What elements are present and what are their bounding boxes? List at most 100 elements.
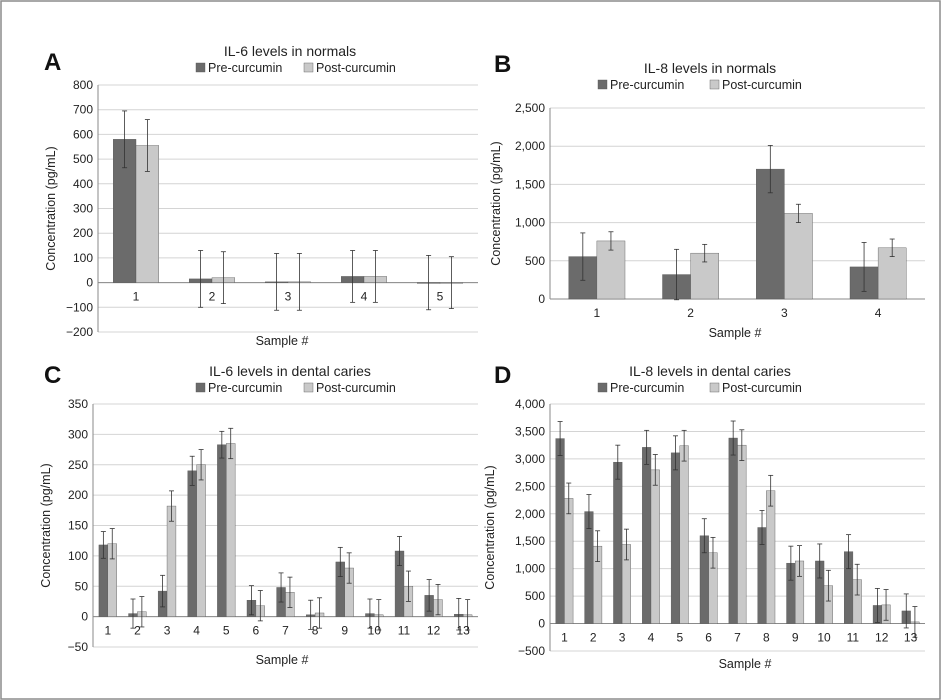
- x-tick-label: 2: [209, 290, 216, 304]
- y-tick-label: 2,500: [515, 101, 545, 115]
- x-tick-label: 13: [457, 624, 471, 638]
- y-tick-label: 350: [68, 397, 88, 411]
- error-bar-post-3: [168, 490, 174, 522]
- x-axis-title: Sample #: [256, 334, 309, 348]
- x-axis-title: Sample #: [709, 326, 762, 340]
- legend-swatch-post: [303, 382, 314, 393]
- y-tick-label: 1,500: [515, 177, 545, 191]
- x-tick-label: 5: [223, 624, 230, 638]
- x-tick-label: 10: [817, 631, 831, 645]
- error-bar-pre-1: [557, 421, 563, 456]
- x-tick-label: 8: [763, 631, 770, 645]
- error-bar-post-13: [912, 606, 918, 638]
- panel-label: A: [44, 49, 61, 76]
- chart-title: IL-8 levels in dental caries: [629, 363, 791, 379]
- x-tick-label: 13: [904, 631, 918, 645]
- x-axis-title: Sample #: [719, 657, 772, 671]
- error-bar-pre-11: [397, 536, 403, 566]
- error-bar-pre-5: [219, 430, 225, 459]
- bar-post-8: [766, 490, 776, 624]
- chart-panel-d: −500 0 500 1,000 1,500 2,000 2,500 3,000 3,500 4,…: [483, 362, 925, 671]
- error-bar-post-11: [405, 570, 411, 602]
- error-bar-post-2: [139, 596, 145, 628]
- y-tick-label: 700: [73, 103, 93, 117]
- error-bar-post-10: [376, 599, 382, 631]
- x-tick-label: 4: [648, 631, 655, 645]
- legend-swatch-pre: [597, 79, 608, 90]
- error-bar-post-1: [566, 482, 572, 515]
- x-tick-label: 11: [398, 624, 411, 638]
- legend-swatch-post: [303, 62, 314, 73]
- error-bar-post-4: [652, 454, 658, 486]
- y-tick-label: 400: [73, 177, 93, 191]
- bar-post-7: [737, 444, 747, 624]
- error-bar-post-9: [346, 552, 352, 584]
- y-tick-label: 800: [73, 78, 93, 92]
- x-tick-label: 9: [792, 631, 799, 645]
- error-bar-post-2: [595, 530, 601, 562]
- error-bar-pre-4: [861, 242, 867, 292]
- y-tick-label: 0: [538, 617, 545, 631]
- y-tick-label: 0: [538, 292, 545, 306]
- error-bar-post-5: [228, 427, 234, 460]
- legend-entry-post: Post-curcumin: [316, 61, 396, 75]
- x-tick-label: 4: [875, 306, 882, 320]
- y-tick-label: 150: [68, 519, 88, 533]
- x-tick-label: 2: [687, 306, 694, 320]
- error-bar-post-1: [144, 119, 150, 172]
- y-tick-label: 0: [81, 610, 88, 624]
- panel-label: D: [494, 362, 511, 389]
- error-bar-pre-12: [874, 588, 880, 623]
- error-bar-pre-2: [130, 598, 136, 629]
- bar-post-3: [166, 505, 177, 617]
- error-bar-pre-1: [122, 110, 128, 169]
- error-bar-pre-3: [615, 444, 621, 480]
- legend-entry-pre: Pre-curcumin: [610, 381, 684, 395]
- x-tick-label: 3: [619, 631, 626, 645]
- legend-swatch-pre: [195, 382, 206, 393]
- y-tick-label: 2,500: [515, 479, 545, 493]
- y-tick-label: 100: [73, 251, 93, 265]
- x-tick-label: 5: [676, 631, 683, 645]
- legend-swatch-pre: [597, 382, 608, 393]
- legend-entry-pre: Pre-curcumin: [610, 78, 684, 92]
- x-tick-label: 5: [437, 290, 444, 304]
- y-tick-label: 1,500: [515, 534, 545, 548]
- error-bar-pre-5: [426, 255, 432, 311]
- x-tick-label: 12: [427, 624, 441, 638]
- error-bar-pre-6: [248, 585, 254, 616]
- error-bar-pre-13: [903, 593, 909, 629]
- bar-pre-5: [217, 444, 227, 617]
- y-tick-label: −500: [518, 644, 545, 658]
- y-tick-label: 2,000: [515, 507, 545, 521]
- x-tick-label: 11: [847, 631, 860, 645]
- x-tick-label: 3: [781, 306, 788, 320]
- y-tick-label: 500: [525, 589, 545, 603]
- bar-post-4: [650, 469, 660, 624]
- error-bar-post-7: [739, 429, 745, 461]
- y-tick-label: 600: [73, 127, 93, 141]
- y-tick-label: 500: [73, 152, 93, 166]
- y-tick-label: 1,000: [515, 562, 545, 576]
- error-bar-pre-8: [759, 510, 765, 545]
- y-tick-label: 3,000: [515, 452, 545, 466]
- legend-swatch-post: [709, 79, 720, 90]
- error-bar-post-1: [109, 528, 115, 560]
- bar-pre-4: [187, 470, 197, 617]
- x-tick-label: 6: [705, 631, 712, 645]
- bar-post-5: [226, 443, 236, 617]
- error-bar-pre-2: [674, 248, 680, 301]
- bar-pre-4: [642, 447, 652, 624]
- error-bar-pre-1: [580, 232, 586, 281]
- error-bar-post-12: [435, 584, 441, 616]
- error-bar-pre-4: [644, 429, 650, 465]
- legend-entry-pre: Pre-curcumin: [208, 61, 282, 75]
- error-bar-pre-3: [767, 145, 773, 194]
- error-bar-post-9: [797, 545, 803, 577]
- error-bar-pre-13: [456, 598, 462, 631]
- error-bar-pre-9: [788, 545, 794, 581]
- y-tick-label: 4,000: [515, 397, 545, 411]
- y-axis-title: Concentration (pg/mL): [39, 463, 53, 587]
- x-tick-label: 1: [104, 624, 111, 638]
- error-bar-post-3: [296, 253, 302, 311]
